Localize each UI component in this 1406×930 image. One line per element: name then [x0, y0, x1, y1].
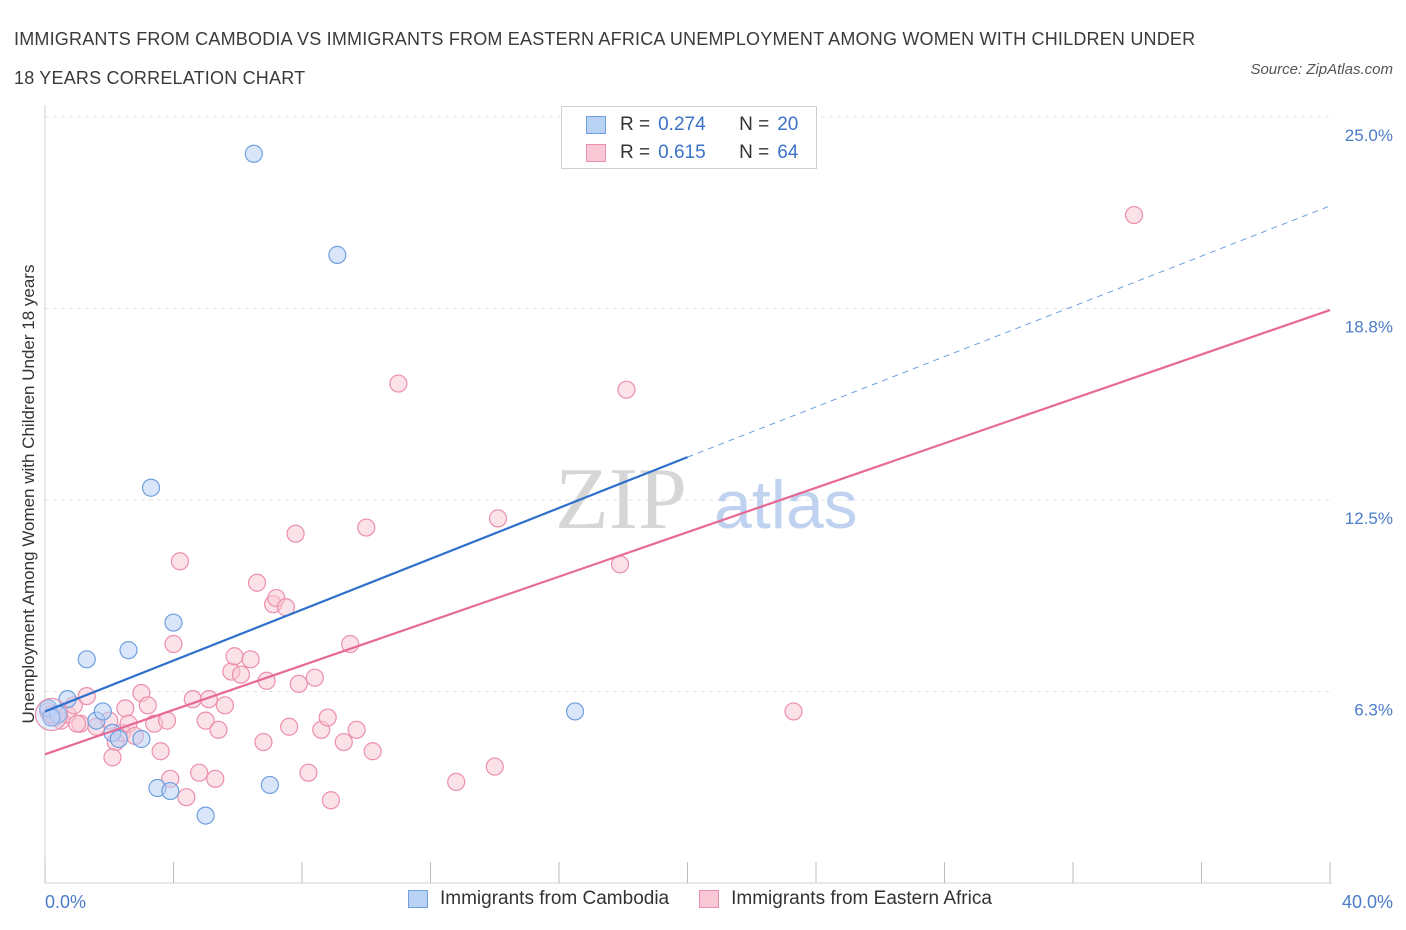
eastern-africa-point [225, 647, 244, 666]
legend-row-eastern-africa: R = 0.615 N = 64 [586, 141, 798, 165]
cambodia-point [164, 613, 183, 632]
cambodia-point [141, 478, 161, 497]
cambodia-point [132, 729, 151, 749]
eastern-africa-point [196, 711, 215, 730]
legend-n-value: 20 [777, 114, 799, 135]
eastern-africa-point [164, 634, 183, 654]
eastern-africa-point [77, 686, 96, 706]
eastern-africa-point [289, 674, 308, 693]
cambodia-point [93, 702, 112, 721]
cambodia-point [161, 781, 180, 801]
cambodia-point [77, 650, 96, 669]
eastern-africa-point [334, 732, 353, 752]
eastern-africa-point [305, 668, 324, 687]
eastern-africa-point [286, 524, 305, 543]
eastern-africa-point [68, 714, 87, 733]
legend-n-label: N = [739, 114, 770, 135]
legend-row-cambodia: R = 0.274 N = 20 [586, 113, 798, 137]
eastern-africa-point [116, 699, 135, 718]
cambodia-trend-extension [687, 205, 1331, 458]
cambodia-swatch [586, 116, 606, 134]
y-tick-label: 12.5% [1345, 509, 1393, 528]
y-axis-label: Unemployment Among Women with Children U… [19, 265, 38, 724]
eastern-africa-point [389, 374, 408, 393]
eastern-africa-trend-line [44, 308, 1331, 756]
x-tick-label-start: 0.0% [45, 892, 86, 912]
eastern-africa-point [247, 573, 267, 592]
legend-item-cambodia: Immigrants from Cambodia [408, 888, 669, 910]
trend-lines [44, 205, 1331, 756]
cambodia-trend-line [44, 456, 688, 713]
eastern-africa-point [318, 708, 337, 727]
eastern-africa-point [177, 788, 196, 807]
eastern-africa-point [199, 690, 218, 709]
legend-item-eastern-africa: Immigrants from Eastern Africa [699, 888, 992, 910]
eastern-africa-point [231, 665, 251, 684]
legend-label-eastern-africa: Immigrants from Eastern Africa [731, 888, 992, 909]
eastern-africa-point [347, 720, 366, 739]
eastern-africa-point [241, 650, 260, 669]
legend-label-cambodia: Immigrants from Cambodia [440, 888, 670, 909]
eastern-africa-point [357, 518, 376, 537]
correlation-legend: R = 0.274 N = 20 R = 0.615 N = 64 [561, 106, 817, 169]
y-tick-label: 25.0% [1345, 126, 1393, 145]
data-points [34, 144, 1144, 825]
eastern-africa-swatch [586, 144, 606, 162]
eastern-africa-point [138, 696, 157, 715]
eastern-africa-point [447, 772, 466, 791]
eastern-africa-point [254, 732, 273, 752]
watermark-atlas: atlas [714, 467, 858, 543]
legend-r-value: 0.274 [658, 114, 706, 135]
legend-n-value: 64 [777, 142, 799, 163]
eastern-africa-point [363, 742, 382, 761]
eastern-africa-point [784, 702, 803, 721]
x-tick-label-end: 40.0% [1342, 892, 1393, 912]
eastern-africa-point [321, 791, 341, 810]
series-legend: Immigrants from Cambodia Immigrants from… [408, 888, 1022, 910]
watermark: ZIP atlas [555, 451, 858, 548]
y-tick-label: 18.8% [1345, 318, 1393, 337]
cambodia-point [119, 641, 138, 660]
legend-r-value: 0.615 [658, 142, 706, 163]
cambodia-point [260, 775, 279, 795]
cambodia-swatch [408, 890, 428, 908]
eastern-africa-point [617, 380, 636, 399]
eastern-africa-point [151, 742, 170, 761]
chart-title: IMMIGRANTS FROM CAMBODIA VS IMMIGRANTS F… [14, 29, 1196, 88]
cambodia-point [244, 144, 263, 163]
grid-lines [45, 116, 1332, 692]
eastern-africa-point [485, 757, 504, 776]
eastern-africa-point [299, 763, 318, 782]
cambodia-point [328, 245, 347, 264]
eastern-africa-point [190, 763, 209, 782]
source-label: Source: ZipAtlas.com [1250, 61, 1393, 78]
cambodia-point [109, 729, 128, 749]
cambodia-point [565, 702, 585, 721]
eastern-africa-point [103, 748, 122, 767]
eastern-africa-point [488, 509, 508, 528]
y-tick-labels: 6.3% 12.5% 18.8% 25.0% [1345, 126, 1393, 720]
legend-r-label: R = [620, 142, 651, 163]
eastern-africa-point [209, 720, 228, 739]
eastern-africa-swatch [699, 890, 720, 908]
cambodia-point [196, 806, 215, 825]
eastern-africa-point [1124, 205, 1144, 225]
eastern-africa-point [215, 696, 234, 715]
eastern-africa-point [280, 717, 299, 736]
y-tick-label: 6.3% [1354, 701, 1393, 720]
eastern-africa-point [206, 769, 225, 788]
legend-r-label: R = [620, 114, 651, 135]
eastern-africa-point [170, 552, 190, 571]
legend-n-label: N = [739, 142, 770, 163]
